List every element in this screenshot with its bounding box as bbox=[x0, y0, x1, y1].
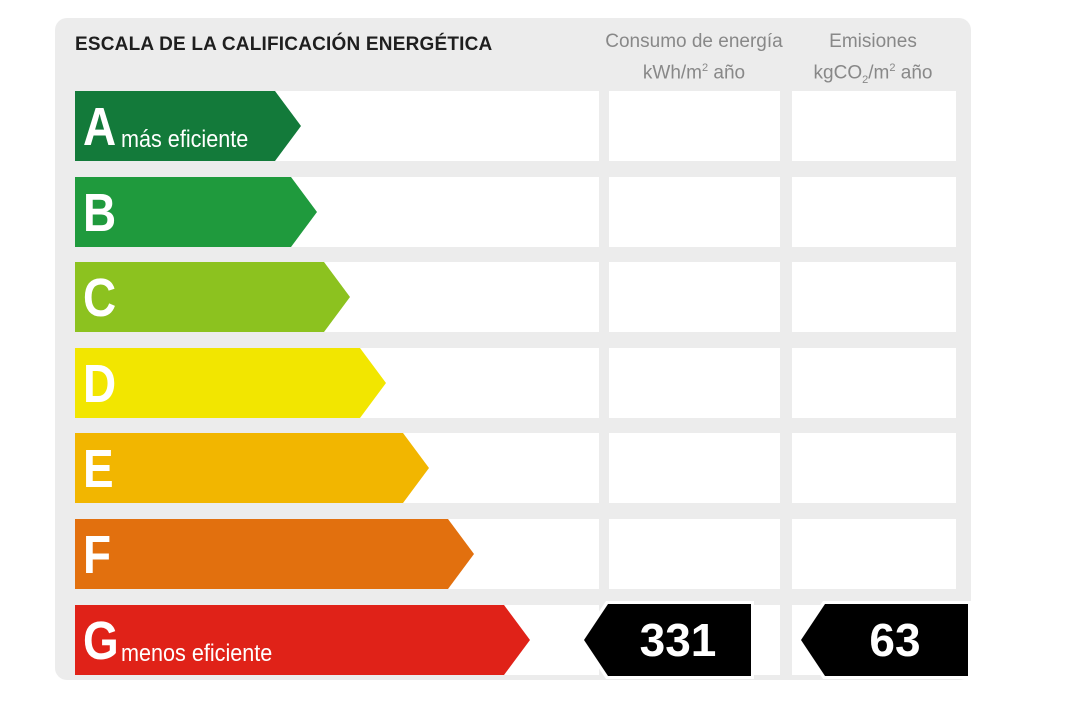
grade-arrow-shape bbox=[75, 177, 317, 247]
grade-arrow-shape bbox=[75, 605, 530, 675]
indicator-shape bbox=[801, 604, 968, 676]
grade-arrow-d: D bbox=[75, 348, 386, 418]
indicator-value: 331 bbox=[639, 614, 717, 666]
energy-cell bbox=[609, 519, 780, 589]
emissions-cell bbox=[792, 519, 956, 589]
grade-arrow-shape bbox=[75, 262, 350, 332]
grade-arrow-shape bbox=[75, 348, 386, 418]
energy-cell bbox=[609, 348, 780, 418]
energy-value-indicator: 331 bbox=[580, 601, 754, 679]
emissions-cell bbox=[792, 177, 956, 247]
grade-letter: C bbox=[83, 268, 117, 328]
grade-sublabel: menos eficiente bbox=[121, 640, 273, 667]
grade-arrow-e: E bbox=[75, 433, 429, 503]
energy-header-unit: kWh/m2 año bbox=[642, 62, 746, 84]
emissions-cell bbox=[792, 91, 956, 161]
emissions-header-unit: kgCO2/m2 año bbox=[813, 62, 933, 87]
emissions-value-indicator: 63 bbox=[797, 601, 971, 679]
emissions-cell bbox=[792, 433, 956, 503]
energy-cell bbox=[609, 433, 780, 503]
grade-arrow-shape bbox=[75, 91, 301, 161]
emissions-header-line1: Emisiones bbox=[829, 31, 917, 52]
grade-letter: D bbox=[83, 354, 117, 414]
grade-arrow-b: B bbox=[75, 177, 317, 247]
energy-cell bbox=[609, 262, 780, 332]
indicator-shape bbox=[584, 604, 751, 676]
emissions-cell bbox=[792, 348, 956, 418]
energy-column-header: Consumo de energía kWh/m2 año bbox=[604, 28, 784, 86]
grade-letter: A bbox=[83, 97, 117, 157]
energy-cell bbox=[609, 91, 780, 161]
label-title: ESCALA DE LA CALIFICACIÓN ENERGÉTICA bbox=[75, 34, 493, 55]
grade-arrow-shape bbox=[75, 433, 429, 503]
grade-sublabel: más eficiente bbox=[121, 126, 249, 153]
emissions-column-header: Emisiones kgCO2/m2 año bbox=[788, 28, 958, 94]
grade-letter: F bbox=[83, 525, 112, 585]
grade-letter: E bbox=[83, 439, 114, 499]
grade-arrow-f: F bbox=[75, 519, 474, 589]
indicator-value: 63 bbox=[869, 614, 921, 666]
grade-letter: B bbox=[83, 183, 117, 243]
energy-header-line1: Consumo de energía bbox=[605, 31, 783, 52]
grade-arrow-c: C bbox=[75, 262, 350, 332]
grade-letter: G bbox=[83, 611, 119, 671]
energy-cell bbox=[609, 177, 780, 247]
grade-arrow-shape bbox=[75, 519, 474, 589]
emissions-cell bbox=[792, 262, 956, 332]
